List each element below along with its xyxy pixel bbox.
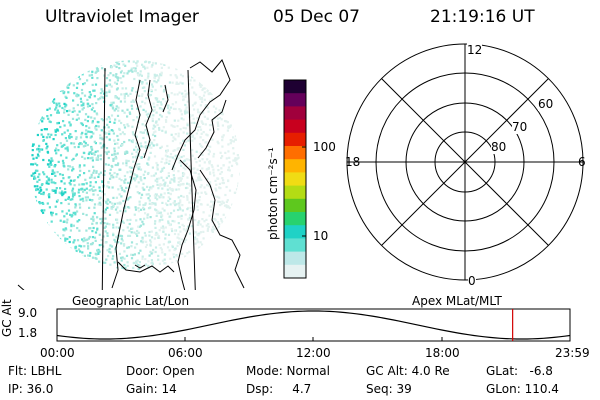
mlat-label-60: 60 [538,97,554,111]
x-tick-marks [56,337,571,341]
meridian-line [187,69,196,290]
gain-value: Gain: 14 [126,382,177,396]
meridian-line [101,67,106,290]
polar-grid [346,43,584,281]
seq-value: Seq: 39 [366,382,412,396]
uv-emission-speckle [30,60,240,270]
geo-panel-label: Geographic Lat/Lon [72,294,190,308]
mlt-label-12: 12 [467,43,483,57]
gc-alt-plot [56,308,571,342]
colorbar [283,79,307,279]
mlat-label-70: 70 [512,120,528,134]
observation-date: 05 Dec 07 [273,7,360,27]
door-value: Door: Open [126,364,195,378]
xtick-0600: 06:00 [168,346,203,360]
mlt-label-18: 18 [345,155,361,169]
observation-time: 21:19:16 UT [430,7,535,27]
colorbar-tick-10: 10 [313,229,329,243]
mlt-label-6: 6 [578,155,586,169]
colorbar-unit-label: photon cm⁻²s⁻¹ [266,147,280,240]
glon-value: GLon: 110.4 [486,382,559,396]
gc-alt-ytick-1-8: 1.8 [18,326,38,340]
xtick-1200: 12:00 [296,346,331,360]
mlt-line [381,78,549,246]
filter-value: Flt: LBHL [8,364,62,378]
gc-alt-frame [56,308,571,342]
glat-value: GLat: -6.8 [486,364,553,378]
polar-panel-label: Apex MLat/MLT [412,294,502,308]
gc-alt-ytick-9: 9.0 [18,306,38,320]
xtick-2359: 23:59 [555,346,590,360]
mlt-label-0: 0 [468,274,476,288]
mlat-label-80: 80 [491,140,507,154]
gc-alt-value: GC Alt: 4.0 Re [366,364,450,378]
mode-value: Mode: Normal [246,364,330,378]
geographic-image [17,59,245,290]
instrument-title: Ultraviolet Imager [45,7,199,27]
xtick-0000: 00:00 [40,346,75,360]
xtick-1800: 18:00 [425,346,460,360]
gc-alt-axis-label: GC Alt [0,299,14,337]
colorbar-gradient [284,80,306,279]
coastline-outlines [17,59,245,290]
colorbar-tick-100: 100 [313,140,336,154]
ip-value: IP: 36.0 [8,382,54,396]
dsp-value: Dsp: 4.7 [246,382,312,396]
gc-alt-curve [56,310,571,340]
